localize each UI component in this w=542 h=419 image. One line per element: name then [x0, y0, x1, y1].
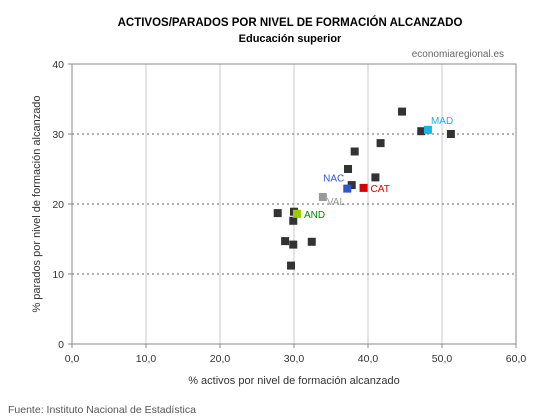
data-point-mad [423, 125, 432, 134]
y-tick-label: 40 [52, 59, 64, 71]
x-tick-label: 10,0 [136, 353, 157, 365]
axis-ticks: 0,0 10,0 20,0 30,0 40,0 50,0 60,0 0 10 20 30 40 [52, 59, 526, 365]
x-tick-label: 0,0 [65, 353, 80, 365]
data-point-cat [359, 183, 368, 192]
x-tick-label: 50,0 [432, 353, 453, 365]
y-tick-label: 0 [58, 339, 64, 351]
gridlines [72, 64, 516, 344]
data-point [344, 165, 353, 173]
data-point-and [292, 209, 301, 218]
data-point [281, 237, 290, 246]
data-point [289, 240, 298, 249]
chart-title: ACTIVOS/PARADOS POR NIVEL DE FORMACIÓN A… [118, 16, 463, 29]
y-axis-label: % parados por nivel de formación alcanza… [31, 95, 43, 312]
point-label-and: AND [304, 210, 325, 221]
data-point [371, 173, 380, 182]
y-tick-label: 20 [52, 199, 64, 211]
data-point [417, 127, 426, 136]
data-point [446, 130, 455, 138]
data-point [347, 181, 356, 190]
point-label-nac: NAC [323, 174, 344, 185]
x-tick-label: 60,0 [506, 353, 527, 365]
watermark: economiaregional.es [412, 49, 504, 60]
x-tick-label: 30,0 [284, 353, 305, 365]
x-axis-label: % activos por nivel de formación alcanza… [188, 375, 400, 387]
point-label-val: VAL [327, 197, 346, 208]
source-note: Fuente: Instituto Nacional de Estadístic… [8, 404, 196, 416]
data-point [350, 147, 359, 156]
chart-subtitle: Educación superior [239, 33, 342, 45]
data-point [273, 209, 282, 218]
data-point [398, 107, 407, 116]
data-point [376, 139, 385, 148]
y-tick-label: 10 [52, 269, 64, 281]
data-points [273, 107, 455, 270]
data-point-val [318, 193, 327, 201]
y-tick-label: 30 [52, 129, 64, 141]
x-tick-label: 20,0 [210, 353, 231, 365]
point-label-cat: CAT [371, 184, 390, 195]
point-label-mad: MAD [431, 116, 453, 127]
data-point [289, 216, 298, 225]
data-point-nac [343, 184, 352, 193]
data-point [307, 237, 316, 246]
data-point [287, 261, 296, 270]
x-tick-label: 40,0 [358, 353, 379, 365]
